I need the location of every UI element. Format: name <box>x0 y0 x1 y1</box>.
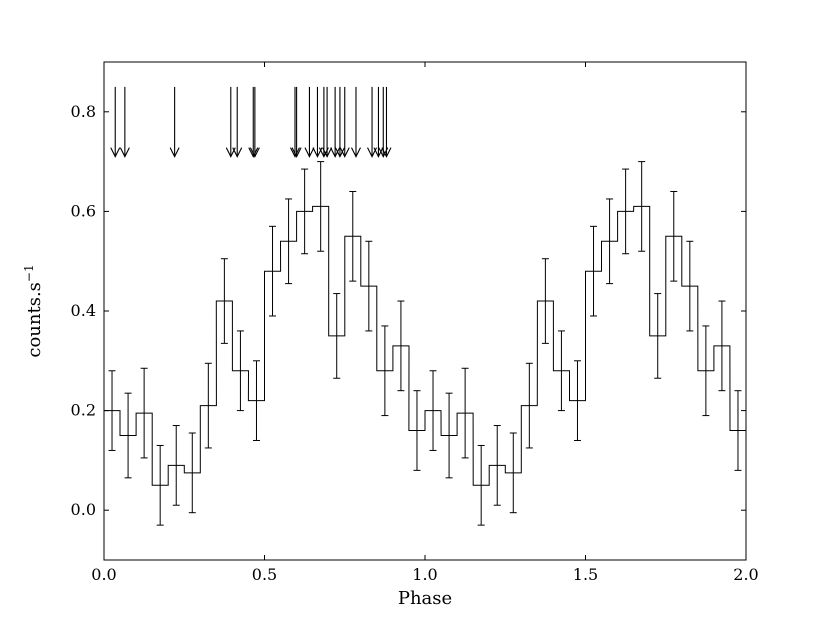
error-bar <box>413 390 421 471</box>
event-arrow <box>330 86 341 158</box>
error-bar <box>317 161 325 252</box>
axis-ticks: 0.0 0.5 1.0 1.5 2.0 0.0 0.2 0.4 0.6 0.8 <box>71 62 759 584</box>
error-bar <box>509 432 517 514</box>
error-bar <box>654 293 662 379</box>
y-tick-label: 0.0 <box>71 500 96 519</box>
error-bar <box>124 392 132 479</box>
error-bar <box>108 370 116 451</box>
error-bar <box>397 300 405 392</box>
x-tick-label: 0.0 <box>91 565 116 584</box>
error-bar <box>670 190 678 282</box>
event-arrow <box>119 86 130 158</box>
error-bar <box>220 258 228 344</box>
error-bar <box>573 360 581 441</box>
event-arrow <box>225 86 236 158</box>
event-arrow <box>312 86 323 158</box>
error-bar <box>333 293 341 379</box>
event-arrow <box>249 86 260 158</box>
event-arrow <box>304 86 315 158</box>
error-bar <box>622 168 630 255</box>
error-bar <box>493 425 501 506</box>
error-bar <box>156 444 164 526</box>
event-arrow <box>232 86 243 158</box>
error-bar <box>188 432 196 514</box>
event-arrow <box>169 86 180 158</box>
error-bar <box>445 392 453 479</box>
event-arrow <box>367 86 378 158</box>
y-tick-label: 0.4 <box>71 301 96 320</box>
y-tick-label: 0.6 <box>71 201 96 220</box>
error-bar <box>702 325 710 417</box>
event-arrow <box>373 86 384 158</box>
event-arrow <box>350 86 361 158</box>
event-arrow <box>248 86 259 158</box>
error-bar <box>381 325 389 417</box>
x-tick-label: 2.0 <box>733 565 758 584</box>
error-bar <box>236 330 244 412</box>
error-bar <box>525 362 533 449</box>
error-bar <box>140 367 148 459</box>
event-arrow <box>290 86 300 158</box>
event-arrow <box>339 86 350 158</box>
error-bar <box>461 367 469 459</box>
error-bar <box>285 198 293 285</box>
y-tick-label: 0.8 <box>71 102 96 121</box>
event-arrow <box>381 86 392 158</box>
error-bar <box>590 225 598 317</box>
error-bar <box>638 161 646 252</box>
x-tick-label: 1.5 <box>573 565 598 584</box>
event-arrow <box>322 86 333 158</box>
error-bar <box>429 370 437 451</box>
plot-area <box>104 86 746 526</box>
error-bar <box>204 362 212 449</box>
error-bar <box>686 240 694 332</box>
error-bar <box>269 225 277 317</box>
error-bar <box>365 240 373 332</box>
error-bar <box>172 425 180 506</box>
x-tick-label: 0.5 <box>252 565 277 584</box>
y-axis-label-main: counts.s <box>24 282 45 358</box>
error-bar <box>301 168 309 255</box>
y-tick-label: 0.2 <box>71 401 96 420</box>
y-axis-label: counts.s−1 <box>22 264 45 357</box>
error-bar <box>718 300 726 392</box>
error-bar <box>606 198 614 285</box>
error-bar <box>349 190 357 282</box>
error-bar <box>477 444 485 526</box>
event-arrow <box>334 86 345 158</box>
error-bar <box>541 258 549 344</box>
error-bar <box>252 360 260 441</box>
x-tick-label: 1.0 <box>412 565 437 584</box>
step-line <box>104 205 746 486</box>
event-arrow <box>110 86 121 158</box>
error-bar <box>734 390 742 471</box>
y-axis-label-superscript: −1 <box>22 264 36 282</box>
x-axis-label: Phase <box>398 588 452 609</box>
error-bar <box>557 330 565 412</box>
event-arrow <box>291 86 302 158</box>
